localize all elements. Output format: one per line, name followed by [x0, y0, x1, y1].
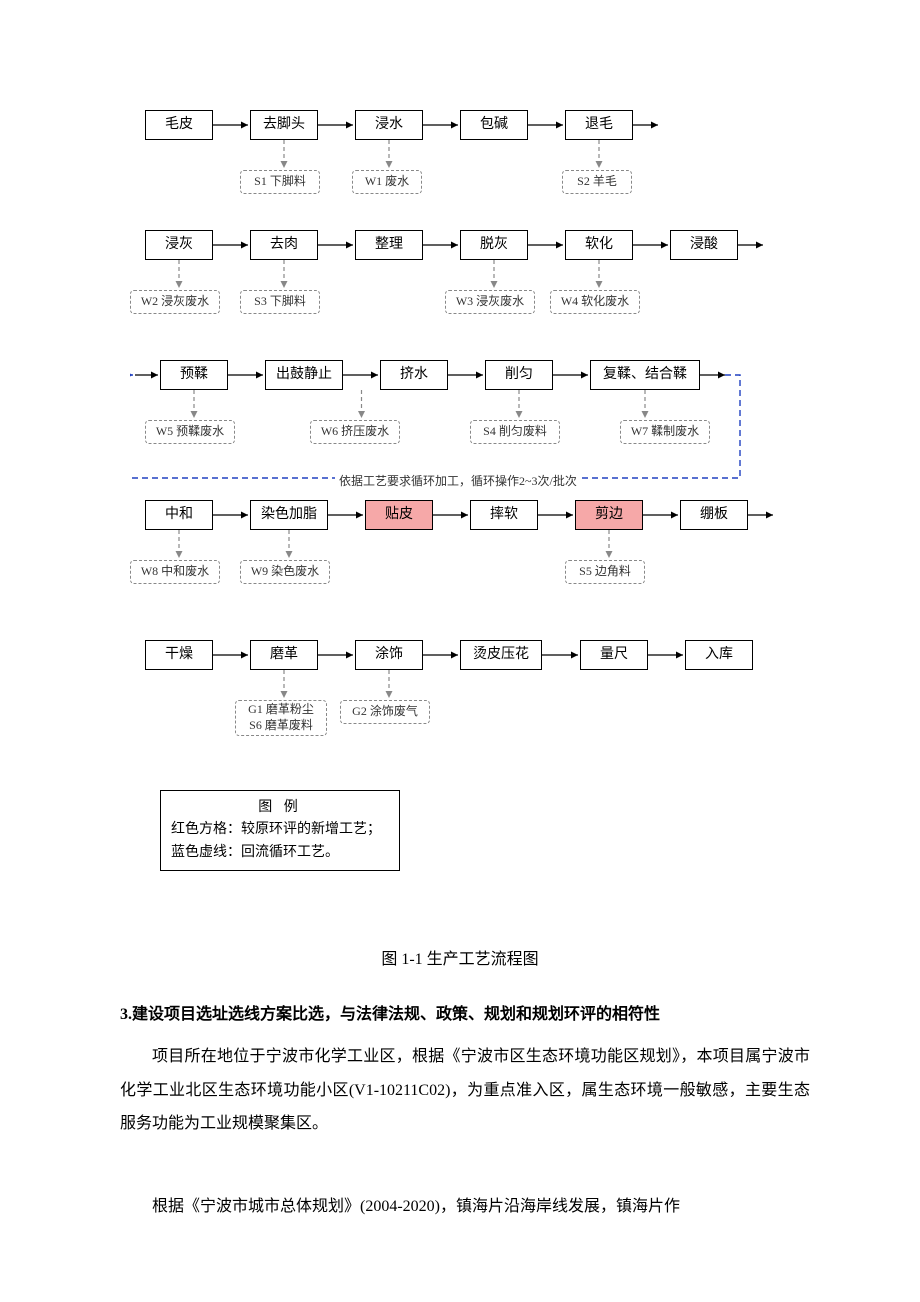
process-node: 量尺 — [580, 640, 648, 670]
process-node: 去肉 — [250, 230, 318, 260]
output-box: S5 边角料 — [565, 560, 645, 584]
process-node: 出鼓静止 — [265, 360, 343, 390]
output-box: S3 下脚料 — [240, 290, 320, 314]
process-node: 摔软 — [470, 500, 538, 530]
process-node: 烫皮压花 — [460, 640, 542, 670]
output-box: W4 软化废水 — [550, 290, 640, 314]
output-box: W6 挤压废水 — [310, 420, 400, 444]
process-node: 毛皮 — [145, 110, 213, 140]
output-box: S1 下脚料 — [240, 170, 320, 194]
process-node: 去脚头 — [250, 110, 318, 140]
process-node: 削匀 — [485, 360, 553, 390]
loop-label: 依据工艺要求循环加工，循环操作2~3次/批次 — [335, 472, 581, 489]
process-node: 脱灰 — [460, 230, 528, 260]
process-node: 浸灰 — [145, 230, 213, 260]
output-box: S2 羊毛 — [562, 170, 632, 194]
process-node: 复鞣、结合鞣 — [590, 360, 700, 390]
process-node: 软化 — [565, 230, 633, 260]
process-node: 退毛 — [565, 110, 633, 140]
process-node: 染色加脂 — [250, 500, 328, 530]
process-node: 整理 — [355, 230, 423, 260]
paragraph: 项目所在地位于宁波市化学工业区，根据《宁波市区生态环境功能区规划》，本项目属宁波… — [120, 1040, 810, 1141]
process-node: 磨革 — [250, 640, 318, 670]
output-box: W8 中和废水 — [130, 560, 220, 584]
legend-line: 蓝色虚线：回流循环工艺。 — [171, 842, 389, 864]
output-box: W7 鞣制废水 — [620, 420, 710, 444]
process-node: 入库 — [685, 640, 753, 670]
figure-caption: 图 1-1 生产工艺流程图 — [0, 945, 920, 969]
output-box: W5 预鞣废水 — [145, 420, 235, 444]
output-box: W2 浸灰废水 — [130, 290, 220, 314]
process-node: 剪边 — [575, 500, 643, 530]
legend: 图 例 红色方格：较原环评的新增工艺； 蓝色虚线：回流循环工艺。 — [160, 790, 400, 871]
legend-line: 红色方格：较原环评的新增工艺； — [171, 819, 389, 841]
process-node: 包碱 — [460, 110, 528, 140]
process-node: 涂饰 — [355, 640, 423, 670]
output-box: W3 浸灰废水 — [445, 290, 535, 314]
process-node: 贴皮 — [365, 500, 433, 530]
legend-title: 图 例 — [171, 797, 389, 819]
output-box: S4 削匀废料 — [470, 420, 560, 444]
output-box: W9 染色废水 — [240, 560, 330, 584]
section-heading: 3.建设项目选址选线方案比选，与法律法规、政策、规划和规划环评的相符性 — [120, 1000, 810, 1024]
output-box: G1 磨革粉尘S6 磨革废料 — [235, 700, 327, 736]
process-node: 浸水 — [355, 110, 423, 140]
process-node: 浸酸 — [670, 230, 738, 260]
process-node: 挤水 — [380, 360, 448, 390]
output-box: W1 废水 — [352, 170, 422, 194]
process-node: 干燥 — [145, 640, 213, 670]
process-node: 中和 — [145, 500, 213, 530]
process-node: 绷板 — [680, 500, 748, 530]
paragraph: 根据《宁波市城市总体规划》(2004-2020)，镇海片沿海岸线发展，镇海片作 — [120, 1190, 810, 1224]
process-node: 预鞣 — [160, 360, 228, 390]
output-box: G2 涂饰废气 — [340, 700, 430, 724]
